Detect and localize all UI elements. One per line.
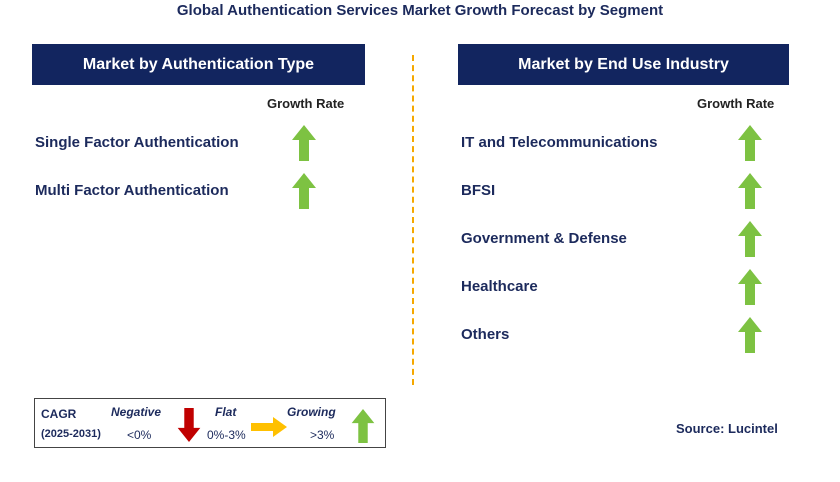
up-arrow-icon [292, 125, 316, 161]
legend-flat-range: 0%-3% [207, 428, 246, 442]
down-arrow-icon [177, 408, 201, 442]
legend-growing-range: >3% [310, 428, 335, 442]
row-label-it-telecom: IT and Telecommunications [461, 134, 658, 151]
authentication-type-header: Market by Authentication Type [32, 44, 365, 85]
legend-growing-label: Growing [287, 405, 336, 419]
left-growth-rate-label: Growth Rate [267, 96, 345, 111]
up-arrow-icon [351, 409, 375, 443]
up-arrow-icon [738, 221, 762, 257]
source-note: Source: Lucintel [676, 421, 778, 436]
legend-cagr-label: CAGR [41, 407, 77, 421]
legend-period: (2025-2031) [41, 428, 101, 440]
row-label-government-defense: Government & Defense [461, 230, 627, 247]
row-label-healthcare: Healthcare [461, 278, 538, 295]
legend-negative-range: <0% [127, 428, 152, 442]
up-arrow-icon [292, 173, 316, 209]
row-label-multi-factor: Multi Factor Authentication [35, 182, 229, 199]
right-growth-rate-label: Growth Rate [697, 96, 775, 111]
up-arrow-icon [738, 173, 762, 209]
up-arrow-icon [738, 125, 762, 161]
page-title: Global Authentication Services Market Gr… [176, 2, 664, 19]
cagr-legend: CAGR (2025-2031) Negative <0% Flat 0%-3%… [34, 398, 386, 448]
right-arrow-icon [251, 417, 287, 437]
end-use-industry-header: Market by End Use Industry [458, 44, 789, 85]
row-label-others: Others [461, 326, 510, 343]
legend-flat-label: Flat [215, 405, 237, 419]
row-label-single-factor: Single Factor Authentication [35, 134, 239, 151]
legend-negative-label: Negative [111, 405, 162, 419]
up-arrow-icon [738, 317, 762, 353]
panel-divider [412, 55, 414, 385]
row-label-bfsi: BFSI [461, 182, 496, 199]
up-arrow-icon [738, 269, 762, 305]
